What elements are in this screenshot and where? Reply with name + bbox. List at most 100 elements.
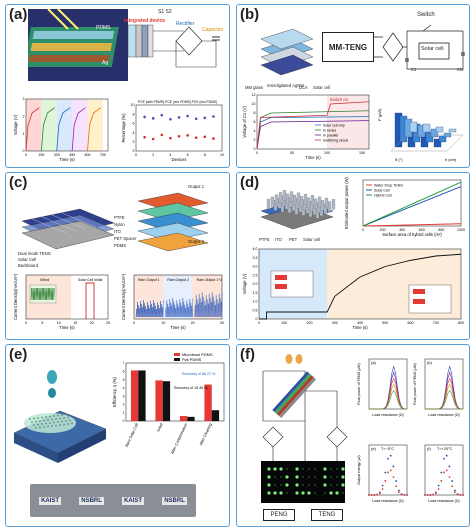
charging-voltage-chart: 0 100 200 300 400 500 600 700 800 0 0.5 1.0 1.5 2.0 2.… [242,247,464,330]
energy-point [451,485,454,488]
charge-curve [71,107,86,152]
led-on [341,483,345,487]
energy-point [368,494,370,496]
legend-ptfe-d: PTFE [259,237,270,242]
a2-ytick: 8 [133,112,135,116]
led-off [335,467,339,471]
a1-xtick: 0 [25,153,27,157]
d1-xtick: 0 [362,228,364,232]
power-bar [435,126,444,133]
micro-pillar [282,190,287,201]
power-3d-zlabel: P (µW) [377,108,382,121]
microbowl-dot [31,421,33,423]
plot-frame [135,104,223,152]
legend-pet: PET Spacer [114,236,137,241]
microbowl-dot [71,422,73,425]
legend-pet-d: PET [289,237,298,242]
led-off [335,475,339,479]
legend-entry: Water Drop TENG [374,184,403,188]
inset-block [413,289,425,294]
d2-ytick: 3.5 [253,256,258,260]
led-on [295,475,299,479]
power-bar [430,128,439,138]
photo-text-nsbrl: NSBRL [79,496,104,505]
led-off [273,475,277,479]
energy-point [395,480,398,482]
energy-point [373,494,376,496]
led-on [267,483,271,487]
energy-point [384,471,387,474]
micro-pillar [327,201,332,212]
rain-label: Rain Output 1 [138,278,160,282]
d1-ylabel: Estimated output power (W) [344,176,349,229]
microbowl-dot [67,416,69,419]
energy-point [443,471,445,474]
e-ytick: 0 [123,419,125,423]
e-ytick: 3 [123,394,125,398]
microbowl-dot [61,420,63,423]
d2-xtick: 0 [258,321,260,325]
legend-entry: In parallel [323,134,338,138]
c2-xtick: 0 [133,321,135,325]
a2-ytick: 2 [133,140,135,144]
d1-xtick: 1000 [457,228,465,232]
panel-e-label: (e) [9,346,28,363]
microbowl-dot [57,421,59,423]
legend-solar-d: Solar cell [303,237,321,242]
b1-ytick: 8 [254,111,256,115]
f-ylabel: Peak power of PENG (µW) [413,363,417,405]
a1-xlabel: Time (s) [59,157,75,162]
rain-spikes [165,298,194,318]
energy-point [440,471,443,474]
subplot-id: (a) [371,360,377,365]
microbowl-dot [69,419,71,422]
output-energy-cold-chart: (e) T=−5°C Load resistance (Ω) Output energ… [357,444,408,503]
c2-xlabel: Time (s) [170,325,186,330]
led-on [323,467,327,471]
led-on [279,467,283,471]
d2-xtick: 400 [357,321,363,325]
microbowl-dot [47,425,49,428]
led-off [279,483,283,487]
energy-point [426,494,429,496]
led-off [285,491,289,495]
pce-point [186,114,189,118]
b1-xtick: 100 [324,151,330,155]
pce-point [177,134,181,138]
power-bar [409,121,418,133]
led-on [273,467,277,471]
micro-pillar [303,194,308,205]
d1-xtick: 200 [380,228,386,232]
a2-xtick: 0 [135,153,137,157]
led-off [273,483,277,487]
d2-xtick: 800 [458,321,464,325]
energy-point [392,465,395,468]
microbowl-dot [53,415,55,417]
microbowl-dot [35,420,37,423]
a1-ylabel: Voltage (V) [13,114,18,135]
legend-pdms: PDMS [114,243,127,248]
legend-ito: ITO [114,229,121,234]
pce-point [169,117,172,121]
b1-ytick: 12 [252,93,256,97]
c2-ylabel: Current Density(mA/cm²) [121,273,126,320]
output-energy-warm-chart: (f) T=+25°C Load resistance (Ω) [424,444,464,503]
b1-ylabel: Voltage of C1 (V) [242,105,247,137]
micro-pillar [289,191,294,202]
a2-ylabel: Percentage (%) [121,113,126,143]
led-on [335,491,339,495]
a2-xtick: 10 [220,153,224,157]
b1-ytick: 10 [252,102,256,106]
led-on [341,467,345,471]
c1-xtick: 10 [57,321,61,325]
energy-point [432,493,435,496]
c2-xtick: 20 [191,321,195,325]
legend-swatch [174,358,180,361]
d2-ytick: 4.0 [253,247,258,251]
led-on [267,491,271,495]
energy-point [440,480,443,482]
integrated-device-label: Integrated device [124,18,166,24]
energy-point [395,485,398,488]
c1-xtick: 0 [25,321,27,325]
microbowl-dot [33,417,35,420]
